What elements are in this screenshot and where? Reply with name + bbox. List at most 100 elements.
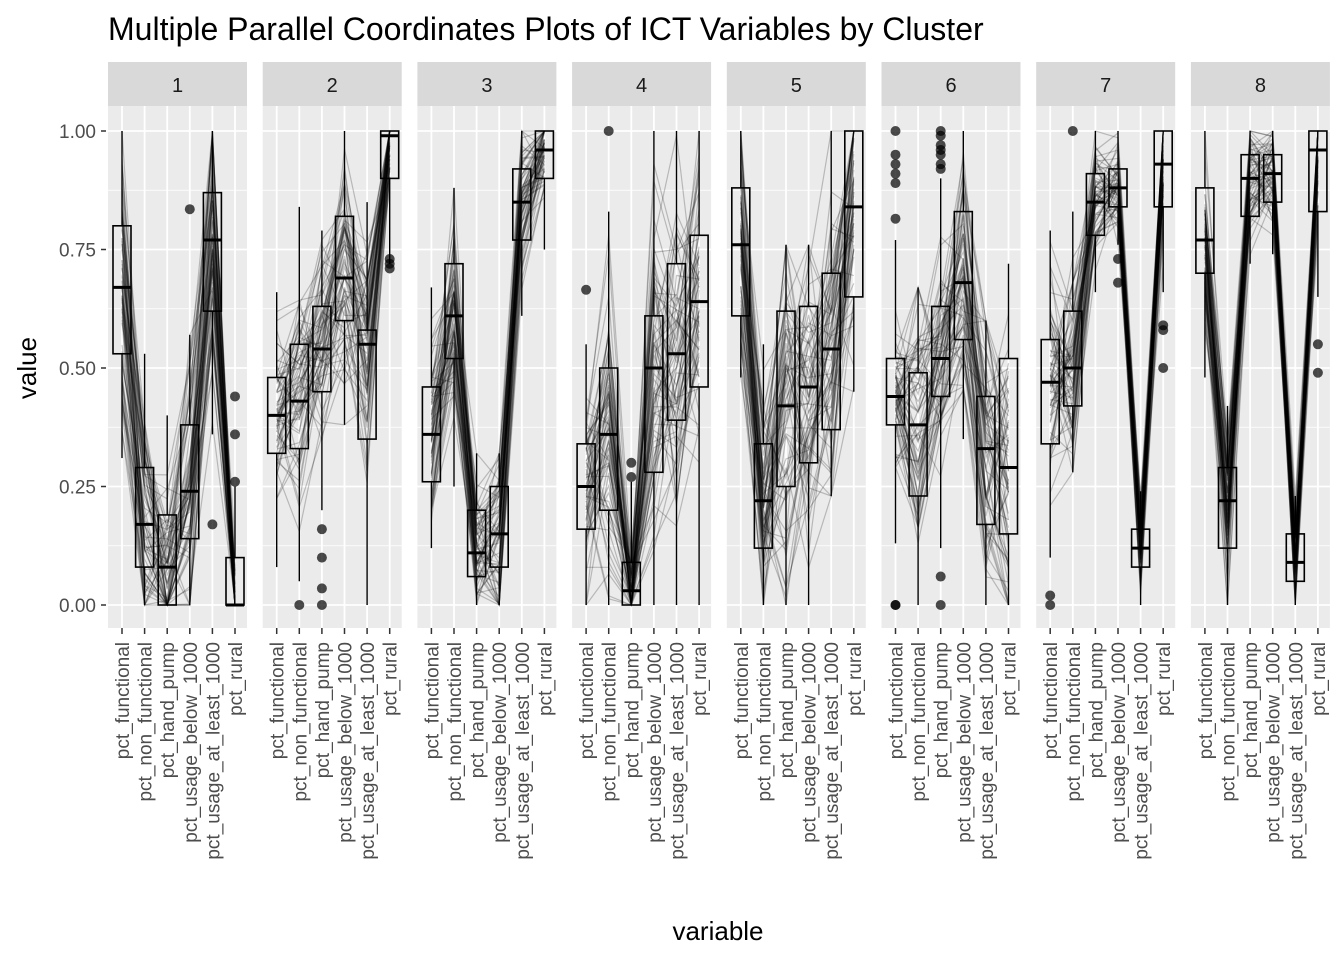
parallel-line bbox=[121, 269, 236, 607]
parallel-line bbox=[276, 149, 391, 427]
parallel-line bbox=[585, 278, 700, 606]
parallel-line bbox=[1049, 183, 1164, 560]
parallel-line bbox=[1204, 166, 1319, 598]
outlier-point bbox=[890, 149, 901, 160]
boxplot-pct_usage_at_least_1000 bbox=[1130, 491, 1151, 605]
outlier-point bbox=[1113, 277, 1123, 288]
parallel-line bbox=[276, 130, 391, 373]
boxplot-pct_hand_pump bbox=[466, 453, 487, 605]
parallel-line bbox=[276, 145, 391, 503]
parallel-line bbox=[585, 153, 700, 558]
parallel-line bbox=[1204, 136, 1319, 589]
parallel-line bbox=[430, 143, 545, 568]
parallel-line bbox=[585, 162, 700, 575]
parallel-line bbox=[1049, 157, 1164, 538]
parallel-line bbox=[740, 176, 855, 485]
parallel-line bbox=[895, 282, 1010, 420]
parallel-line bbox=[1049, 144, 1164, 549]
parallel-line bbox=[585, 311, 700, 606]
parallel-line bbox=[430, 130, 545, 513]
parallel-line bbox=[276, 159, 391, 444]
boxplot-pct_hand_pump bbox=[621, 481, 642, 606]
parallel-line bbox=[740, 235, 855, 509]
parallel-line bbox=[276, 170, 391, 450]
boxplot-pct_usage_below_1000 bbox=[644, 131, 664, 605]
parallel-line bbox=[276, 148, 391, 427]
parallel-line bbox=[1204, 156, 1319, 540]
parallel-line bbox=[740, 130, 854, 446]
parallel-line bbox=[740, 132, 855, 498]
parallel-line bbox=[740, 215, 855, 537]
parallel-line bbox=[585, 170, 700, 602]
boxplot-box bbox=[843, 130, 864, 298]
parallel-line bbox=[740, 200, 855, 544]
parallel-line bbox=[1049, 130, 1164, 563]
parallel-line bbox=[276, 130, 391, 454]
parallel-line bbox=[1049, 150, 1164, 543]
parallel-line bbox=[1049, 130, 1164, 517]
parallel-line bbox=[276, 130, 391, 371]
parallel-line bbox=[1049, 166, 1164, 514]
parallel-line bbox=[740, 235, 855, 409]
parallel-line bbox=[1049, 165, 1164, 565]
parallel-line bbox=[894, 342, 1010, 585]
x-tick-label: pct_non_functional bbox=[290, 642, 311, 802]
parallel-line bbox=[740, 154, 855, 564]
parallel-lines bbox=[430, 128, 545, 608]
parallel-line bbox=[430, 147, 545, 584]
boxplot-pct_usage_below_1000 bbox=[798, 244, 819, 605]
facet-strip-label: 8 bbox=[1255, 75, 1266, 97]
parallel-line bbox=[1204, 159, 1319, 574]
boxplot-box bbox=[930, 305, 951, 398]
parallel-line bbox=[430, 139, 545, 566]
x-tick-label: pct_usage_below_1000 bbox=[490, 642, 511, 843]
parallel-line bbox=[431, 147, 545, 602]
parallel-line bbox=[585, 250, 700, 549]
boxplot-pct_rural bbox=[534, 130, 555, 250]
parallel-line bbox=[1049, 130, 1164, 551]
boxplot-pct_rural bbox=[225, 486, 245, 607]
outlier-point bbox=[316, 552, 327, 563]
parallel-line bbox=[121, 282, 236, 608]
parallel-line bbox=[430, 150, 545, 564]
boxplot-box bbox=[753, 443, 774, 549]
parallel-line bbox=[121, 188, 236, 606]
parallel-line bbox=[585, 320, 700, 592]
outlier-point bbox=[316, 524, 327, 535]
parallel-line bbox=[430, 129, 545, 539]
x-tick-label: pct_usage_below_1000 bbox=[954, 642, 975, 843]
parallel-line bbox=[585, 135, 700, 579]
parallel-line bbox=[586, 270, 700, 606]
x-tick-label: pct_hand_pump bbox=[932, 642, 953, 778]
outlier-point bbox=[890, 600, 901, 610]
x-tick-label: pct_usage_at_least_1000 bbox=[513, 642, 534, 860]
parallel-line bbox=[430, 130, 545, 520]
boxplot-box bbox=[621, 561, 642, 606]
outlier-point bbox=[890, 213, 901, 224]
parallel-line bbox=[276, 130, 391, 413]
parallel-line bbox=[1204, 130, 1319, 538]
parallel-line bbox=[740, 130, 855, 480]
parallel-line bbox=[276, 130, 391, 366]
parallel-line bbox=[276, 130, 391, 435]
parallel-line bbox=[740, 130, 855, 372]
outlier-point bbox=[1312, 339, 1323, 350]
parallel-line bbox=[585, 178, 700, 571]
parallel-line bbox=[1049, 185, 1164, 587]
parallel-line bbox=[121, 288, 236, 606]
parallel-line bbox=[1049, 130, 1164, 538]
parallel-lines bbox=[740, 130, 855, 606]
parallel-line bbox=[121, 236, 236, 606]
parallel-line bbox=[585, 238, 700, 564]
parallel-line bbox=[894, 151, 1010, 493]
parallel-line bbox=[585, 130, 700, 579]
x-tick-label: pct_usage_below_1000 bbox=[800, 642, 821, 843]
x-tick-label: pct_usage_at_least_1000 bbox=[358, 642, 379, 860]
parallel-line bbox=[276, 130, 391, 381]
parallel-line bbox=[585, 333, 700, 606]
parallel-line bbox=[431, 142, 545, 606]
parallel-line bbox=[276, 160, 391, 423]
parallel-line bbox=[1049, 192, 1164, 556]
x-tick-label: pct_rural bbox=[690, 642, 711, 716]
boxplot-pct_functional bbox=[1195, 131, 1215, 378]
